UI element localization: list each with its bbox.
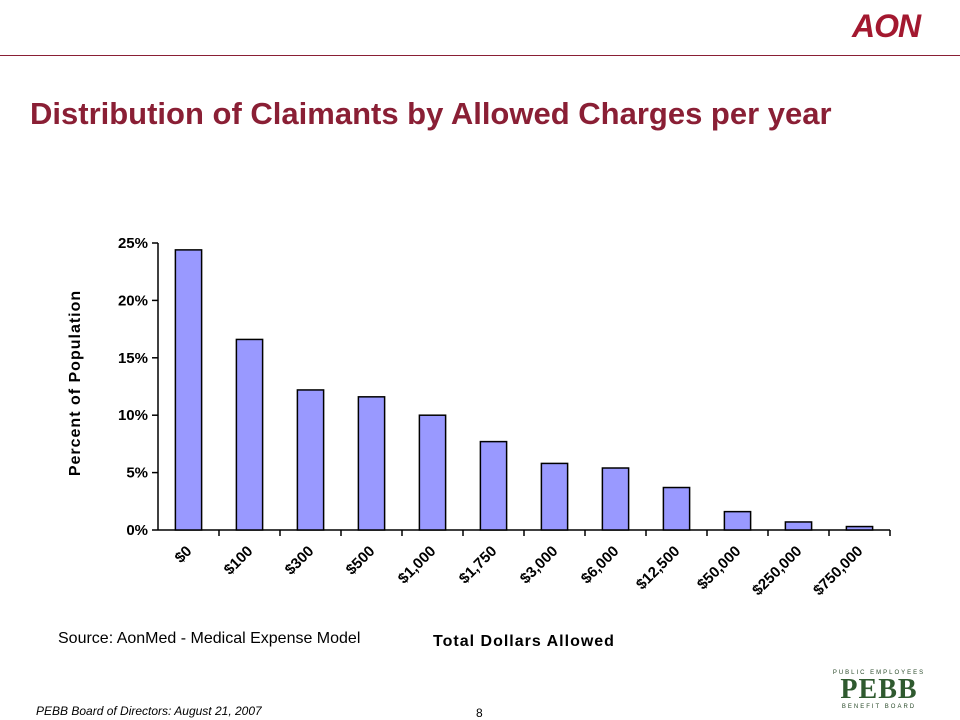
footer-text: PEBB Board of Directors: August 21, 2007: [36, 704, 262, 718]
bar: [845, 525, 874, 531]
y-tick-label: 5%: [126, 465, 148, 482]
y-tick-label: 0%: [126, 522, 148, 539]
y-tick-label: 20%: [118, 292, 148, 309]
bar: [723, 510, 752, 531]
bar: [296, 389, 325, 531]
x-tick-label: $1,000: [395, 543, 439, 587]
pebb-logo-bottom: BENEFIT BOARD: [841, 704, 917, 710]
bar: [662, 486, 691, 531]
bar: [784, 521, 813, 531]
x-tick-label: $0: [172, 543, 196, 567]
x-tick-label: $6,000: [578, 543, 622, 587]
header-rule: [0, 55, 960, 56]
bar: [235, 338, 264, 531]
page-number: 8: [476, 706, 483, 720]
plot-area: 0% 5% 10% 15% 20% 25% $0 $100 $300 $500 $1,000 $1,7…: [67, 235, 891, 650]
x-tick-label: $500: [343, 543, 379, 579]
pebb-logo-top: PUBLIC EMPLOYEES: [832, 670, 926, 676]
slide-title: Distribution of Claimants by Allowed Cha…: [30, 96, 832, 131]
x-tick-label: $3,000: [517, 543, 561, 587]
x-tick-label: $750,000: [810, 543, 866, 599]
bar: [174, 249, 203, 531]
y-tick-label: 25%: [118, 235, 148, 252]
x-tick-label: $12,500: [633, 543, 683, 593]
x-axis-title: Total Dollars Allowed: [433, 633, 615, 650]
y-axis-title: Percent of Population: [67, 290, 84, 476]
x-tick-label: $1,750: [456, 543, 500, 587]
x-tick-label: $300: [282, 543, 318, 579]
bar: [479, 440, 508, 531]
bar: [540, 462, 569, 531]
pebb-logo-main: PEBB: [840, 674, 918, 705]
pebb-logo: PUBLIC EMPLOYEES PEBB BENEFIT BOARD: [830, 670, 928, 716]
source-note: Source: AonMed - Medical Expense Model: [58, 630, 361, 647]
x-tick-label: $100: [221, 543, 257, 579]
aon-logo: AON: [852, 8, 921, 44]
x-tick-label: $250,000: [749, 543, 805, 599]
y-tick-label: 10%: [118, 407, 148, 424]
y-tick-label: 15%: [118, 350, 148, 367]
bar: [357, 396, 386, 531]
bar: [601, 467, 630, 531]
x-tick-label: $50,000: [694, 543, 744, 593]
bar: [418, 414, 447, 531]
